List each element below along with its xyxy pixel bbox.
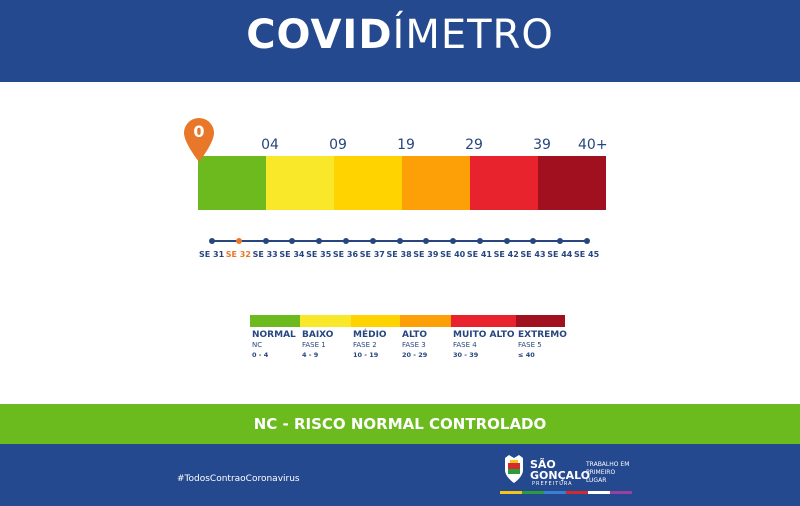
timeline-dot xyxy=(450,238,457,244)
timeline-week-label: SE 31 xyxy=(199,250,225,259)
brand-stripe xyxy=(544,491,566,494)
legend-bar xyxy=(451,315,516,327)
legend-phase: FASE 1 xyxy=(302,341,326,349)
timeline-week-label: SE 40 xyxy=(440,250,466,259)
legend-phase: FASE 4 xyxy=(453,341,477,349)
legend-name: MÉDIO xyxy=(353,330,387,340)
legend-bar xyxy=(351,315,400,327)
legend-name: NORMAL xyxy=(252,330,296,340)
title-bold: COVID xyxy=(246,12,393,58)
legend-item: MUITO ALTO FASE 4 30 - 39 xyxy=(453,330,515,359)
legend-bar xyxy=(250,315,300,327)
timeline-dot xyxy=(316,238,323,244)
timeline-dot xyxy=(503,238,510,244)
current-value: 0 xyxy=(193,122,205,141)
title-light: ÍMETRO xyxy=(392,12,554,58)
legend-bar xyxy=(400,315,451,327)
gauge-scale-label: 04 xyxy=(261,137,279,153)
gauge-segment xyxy=(402,156,470,210)
legend-range: 20 - 29 xyxy=(402,351,428,359)
timeline-dot xyxy=(289,238,296,244)
legend-name: ALTO xyxy=(402,330,428,340)
legend-name: BAIXO xyxy=(302,330,334,340)
legend-phase: NC xyxy=(252,341,263,349)
timeline-dot xyxy=(557,238,564,244)
timeline-week-label: SE 36 xyxy=(332,250,359,259)
gauge-scale-label: 09 xyxy=(329,137,347,153)
legend-name: MUITO ALTO xyxy=(453,330,515,340)
gauge-scale-label: 29 xyxy=(465,137,483,153)
brand-stripe xyxy=(500,491,522,494)
timeline-week-label: SE 43 xyxy=(520,250,546,259)
footer-band xyxy=(0,444,800,506)
timeline-week-label: SE 42 xyxy=(493,250,519,259)
timeline-week-label: SE 34 xyxy=(279,250,305,259)
legend-bar xyxy=(300,315,351,327)
legend-name: EXTREMO xyxy=(518,330,567,340)
timeline-week-label: SE 44 xyxy=(547,250,573,259)
header-band xyxy=(0,0,800,82)
legend-phase: FASE 5 xyxy=(518,341,542,349)
gauge-scale-label: 39 xyxy=(533,137,551,153)
hashtag-text: #TodosContraoCoronavirus xyxy=(177,474,300,484)
legend-phase: FASE 2 xyxy=(353,341,377,349)
location-pin-icon xyxy=(184,118,214,162)
gauge-segment xyxy=(266,156,334,210)
timeline-dot xyxy=(530,238,537,244)
timeline-week-label: SE 32 xyxy=(225,250,251,259)
legend-item: MÉDIO FASE 2 10 - 19 xyxy=(353,330,387,359)
status-band xyxy=(0,404,800,444)
timeline-dot xyxy=(235,238,242,244)
gauge-scale-label: 19 xyxy=(397,137,415,153)
timeline-week-label: SE 45 xyxy=(574,250,600,259)
brand-stripe xyxy=(588,491,610,494)
gauge-segment xyxy=(334,156,402,210)
brand-stripe xyxy=(610,491,632,494)
gauge-scale-label: 40+ xyxy=(578,137,608,153)
brand-line1: SÃO xyxy=(530,458,556,471)
timeline-dot xyxy=(209,238,215,244)
timeline-week-label: SE 35 xyxy=(306,250,332,259)
city-crest-icon xyxy=(505,455,523,483)
gauge-segment xyxy=(538,156,606,210)
timeline-dot xyxy=(262,238,269,244)
timeline-week-label: SE 37 xyxy=(359,250,385,259)
brand-stripe xyxy=(522,491,544,494)
legend-range: ≤ 40 xyxy=(518,351,535,359)
status-text: NC - RISCO NORMAL CONTROLADO xyxy=(253,415,547,433)
legend-phase: FASE 3 xyxy=(402,341,426,349)
legend-bar xyxy=(516,315,565,327)
slogan-text: TRABALHO EM PRIMEIRO LUGAR xyxy=(586,461,630,484)
legend-item: EXTREMO FASE 5 ≤ 40 xyxy=(518,330,567,359)
legend-item: BAIXO FASE 1 4 - 9 xyxy=(302,330,333,359)
timeline-dot xyxy=(476,238,483,244)
brand-stripe xyxy=(566,491,588,494)
legend-range: 10 - 19 xyxy=(353,351,379,359)
timeline-dot xyxy=(584,238,590,244)
timeline-week-label: SE 33 xyxy=(252,250,278,259)
timeline-dot xyxy=(369,238,376,244)
timeline-week-label: SE 39 xyxy=(413,250,439,259)
legend-range: 0 - 4 xyxy=(252,351,269,359)
legend-item: NORMAL NC 0 - 4 xyxy=(252,330,296,359)
gauge-segment xyxy=(470,156,538,210)
legend-item: ALTO FASE 3 20 - 29 xyxy=(402,330,427,359)
brand-sub: PREFEITURA xyxy=(532,481,573,487)
timeline-dot xyxy=(396,238,403,244)
timeline-week-label: SE 38 xyxy=(386,250,412,259)
gauge-segment xyxy=(198,156,266,210)
timeline-dot xyxy=(423,238,430,244)
legend-range: 4 - 9 xyxy=(302,351,319,359)
timeline-dot xyxy=(342,238,349,244)
legend-range: 30 - 39 xyxy=(453,351,479,359)
page-title: COVIDÍMETRO xyxy=(0,12,800,58)
brand-line2: GONÇALO xyxy=(530,469,591,482)
timeline-week-label: SE 41 xyxy=(466,250,492,259)
